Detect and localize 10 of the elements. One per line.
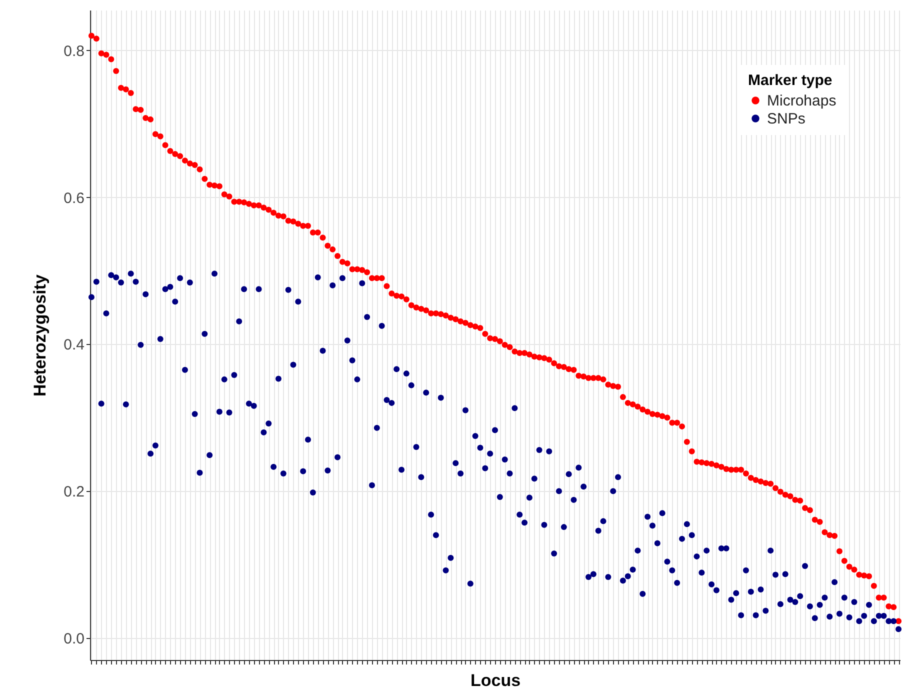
legend-label: Microhaps (767, 92, 836, 110)
legend-title: Marker type (748, 72, 832, 89)
y-tick-label: 0.6 (64, 190, 84, 207)
legend-label: SNPs (767, 110, 806, 128)
y-axis-title: Heterozygosity (30, 274, 50, 396)
y-tick-label: 0.0 (64, 630, 84, 648)
y-tick-label: 0.2 (64, 484, 84, 501)
y-tick-label: 0.4 (64, 336, 84, 354)
y-tick-label: 0.8 (64, 42, 84, 60)
x-axis-title: Locus (470, 671, 521, 690)
